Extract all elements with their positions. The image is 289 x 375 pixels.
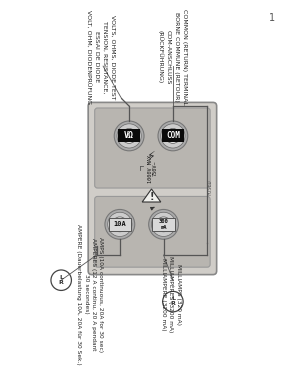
Text: AMPERE (Dauerbelastung 10A, 20A für 30 Sek.): AMPERE (Dauerbelastung 10A, 20A für 30 S…: [76, 224, 81, 364]
Text: 10A: 10A: [114, 221, 126, 227]
Circle shape: [151, 212, 176, 237]
Circle shape: [114, 121, 144, 151]
Text: 1: 1: [269, 13, 275, 23]
Text: MILLIAMPS (320 mA): MILLIAMPS (320 mA): [176, 264, 181, 325]
FancyBboxPatch shape: [95, 108, 210, 188]
Polygon shape: [142, 189, 161, 202]
Text: ESSAI DE DIODE: ESSAI DE DIODE: [94, 31, 99, 82]
Text: MILLIAMPÈRES (3200 mA): MILLIAMPÈRES (3200 mA): [168, 256, 174, 332]
FancyBboxPatch shape: [95, 196, 210, 267]
Text: MILLIAMPERE (3200 mA): MILLIAMPERE (3200 mA): [161, 258, 166, 330]
Text: 750V~: 750V~: [152, 160, 158, 176]
Circle shape: [158, 121, 188, 151]
Circle shape: [122, 129, 137, 143]
FancyBboxPatch shape: [88, 102, 217, 274]
Text: !: !: [149, 192, 154, 202]
Text: R: R: [171, 301, 175, 306]
Text: 300
mA: 300 mA: [159, 219, 168, 230]
Text: COM-ANSCHLUSS: COM-ANSCHLUSS: [165, 30, 171, 84]
Text: BORNE COMMUNE (RETOUR): BORNE COMMUNE (RETOUR): [174, 12, 179, 102]
Text: VOLT, OHM, DIODENPRÜFUNG: VOLT, OHM, DIODENPRÜFUNG: [85, 10, 90, 104]
Text: 30 secondes): 30 secondes): [84, 274, 88, 314]
FancyBboxPatch shape: [118, 129, 140, 142]
Circle shape: [105, 210, 135, 239]
FancyBboxPatch shape: [162, 129, 184, 142]
Text: L: L: [171, 296, 175, 302]
Text: TENSION, RESISTANCE,: TENSION, RESISTANCE,: [102, 21, 107, 93]
Text: AMPS (10A continuous, 20A for 30 sec): AMPS (10A continuous, 20A for 30 sec): [99, 237, 103, 352]
Circle shape: [165, 129, 180, 143]
Circle shape: [108, 212, 132, 237]
Text: VOLTS, OHMS, DIODE TEST: VOLTS, OHMS, DIODE TEST: [110, 15, 116, 99]
Text: VΩ: VΩ: [124, 131, 134, 140]
Text: L: L: [59, 275, 63, 280]
FancyBboxPatch shape: [152, 218, 175, 231]
Text: AMPERES (12 A continu, 20 A pendant: AMPERES (12 A continu, 20 A pendant: [91, 238, 96, 350]
Text: R: R: [59, 280, 64, 285]
Circle shape: [112, 217, 127, 232]
Circle shape: [161, 124, 185, 148]
Circle shape: [149, 210, 179, 239]
Text: (RÜCKFÜHRUNG): (RÜCKFÜHRUNG): [157, 30, 163, 83]
Text: COM: COM: [166, 131, 180, 140]
Text: COMMON (RETURN) TERMINAL: COMMON (RETURN) TERMINAL: [182, 9, 187, 105]
Circle shape: [156, 217, 171, 232]
Text: 1000V MAX: 1000V MAX: [148, 154, 153, 183]
Circle shape: [117, 124, 141, 148]
Text: ⚡: ⚡: [147, 150, 156, 163]
Text: FUSED: FUSED: [208, 179, 213, 195]
FancyBboxPatch shape: [109, 218, 131, 231]
